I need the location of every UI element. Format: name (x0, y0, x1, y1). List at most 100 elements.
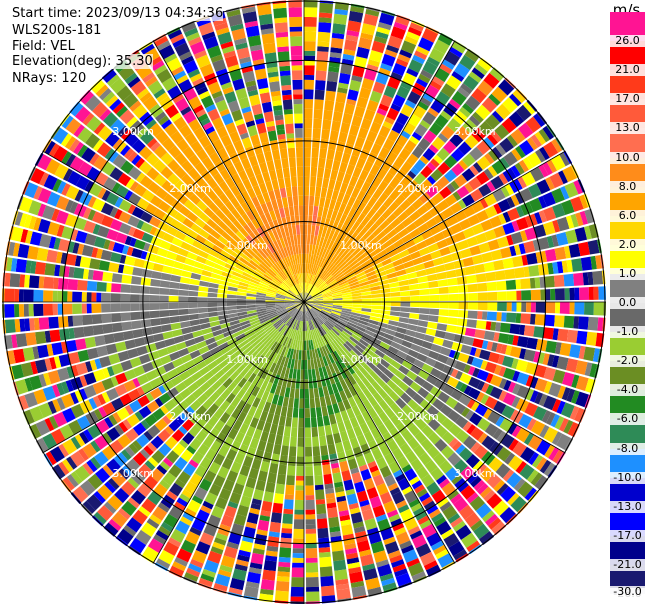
ray-gate (261, 101, 273, 113)
ray-gate (53, 237, 61, 250)
ray-gate (504, 183, 515, 196)
ray-gate (310, 308, 318, 317)
ray-gate (476, 369, 489, 382)
ray-gate (132, 328, 144, 339)
ray-gate (226, 541, 239, 550)
ray-gate (341, 289, 352, 294)
ray-gate (315, 70, 327, 81)
ray-gate (251, 338, 261, 348)
ray-gate (74, 106, 91, 123)
ray-gate (29, 231, 43, 246)
ray-gate (231, 208, 241, 220)
ray-gate (304, 300, 314, 302)
ray-gate (366, 64, 379, 72)
ray-gate (324, 228, 332, 239)
ray-gate (333, 432, 342, 444)
ray-gate (94, 236, 106, 249)
ray-gate (184, 257, 196, 267)
ray-gate (523, 432, 535, 446)
ray-gate (543, 206, 557, 222)
ray-gate (283, 357, 289, 368)
ray-gate (304, 89, 314, 100)
ray-gate (328, 353, 335, 364)
ray-gate (275, 296, 286, 299)
ray-gate (283, 315, 292, 324)
ray-gate (226, 353, 237, 363)
ray-gate (375, 31, 389, 40)
ray-gate (241, 190, 251, 202)
ray-gate (181, 489, 193, 499)
ray-gate (218, 444, 230, 457)
ray-gate (335, 211, 343, 223)
ray-gate (269, 423, 278, 435)
ray-gate (305, 499, 315, 510)
ray-gate (145, 203, 158, 215)
ray-gate (154, 64, 167, 76)
ray-gate (551, 188, 565, 204)
ray-gate (262, 192, 271, 203)
ray-gate (125, 458, 140, 473)
ray-gate (556, 400, 566, 415)
ray-gate (315, 186, 322, 197)
ray-gate (231, 28, 246, 41)
ray-gate (129, 100, 142, 112)
ray-gate (179, 315, 190, 322)
ray-gate (313, 305, 323, 309)
ray-gate (304, 359, 308, 370)
ray-gate (401, 486, 413, 495)
ray-gate (121, 500, 137, 516)
ray-gate (390, 291, 401, 297)
ray-gate (517, 481, 534, 498)
ray-gate (278, 60, 290, 67)
ray-gate (14, 319, 21, 333)
ray-gate (434, 411, 447, 424)
ray-gate (539, 276, 546, 288)
ray-gate (48, 316, 59, 329)
ray-gate (52, 303, 58, 316)
ray-gate (102, 323, 114, 334)
ray-gate (397, 211, 409, 223)
ray-gate (369, 356, 380, 367)
ray-gate (143, 335, 155, 345)
ray-gate (304, 302, 311, 310)
ray-gate (500, 486, 516, 503)
ray-gate (217, 220, 229, 231)
ray-gate (498, 378, 507, 389)
ray-gate (256, 308, 267, 312)
ray-gate (249, 507, 260, 515)
ray-gate (126, 246, 134, 256)
ray-gate (202, 121, 213, 131)
ray-gate (313, 299, 324, 301)
ray-gate (421, 496, 433, 507)
ray-gate (272, 219, 280, 230)
ray-gate (388, 461, 401, 474)
ray-gate (527, 183, 542, 199)
ray-gate (458, 199, 467, 209)
ray-gate (416, 488, 428, 498)
ray-gate (543, 395, 557, 411)
ray-gate (360, 216, 371, 227)
ray-gate (417, 223, 429, 234)
ray-gate (194, 187, 207, 200)
ray-gate (92, 198, 106, 212)
ray-gate (495, 415, 505, 427)
ray-gate (91, 314, 103, 325)
ray-gate (311, 308, 319, 315)
ray-gate (378, 67, 391, 76)
ray-gate (285, 297, 295, 300)
ray-gate (127, 348, 139, 359)
ray-gate (280, 356, 287, 367)
ray-gate (171, 199, 184, 212)
ray-gate (197, 443, 210, 456)
ray-gate (34, 261, 46, 275)
ray-gate (322, 323, 330, 332)
ray-gate (347, 275, 357, 282)
ray-gate (397, 53, 411, 63)
ray-gate (77, 144, 88, 158)
ray-gate (44, 358, 52, 371)
ray-gate (249, 278, 260, 285)
ray-gate (399, 312, 410, 318)
ray-gate (328, 342, 336, 352)
ray-gate (158, 200, 171, 213)
ray-gate (574, 227, 588, 242)
